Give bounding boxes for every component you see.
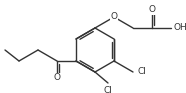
Text: O: O (110, 12, 118, 21)
Text: O: O (148, 5, 155, 15)
Text: Cl: Cl (138, 68, 147, 77)
Text: O: O (54, 73, 60, 82)
Text: Cl: Cl (104, 86, 113, 93)
Text: OH: OH (174, 24, 186, 32)
